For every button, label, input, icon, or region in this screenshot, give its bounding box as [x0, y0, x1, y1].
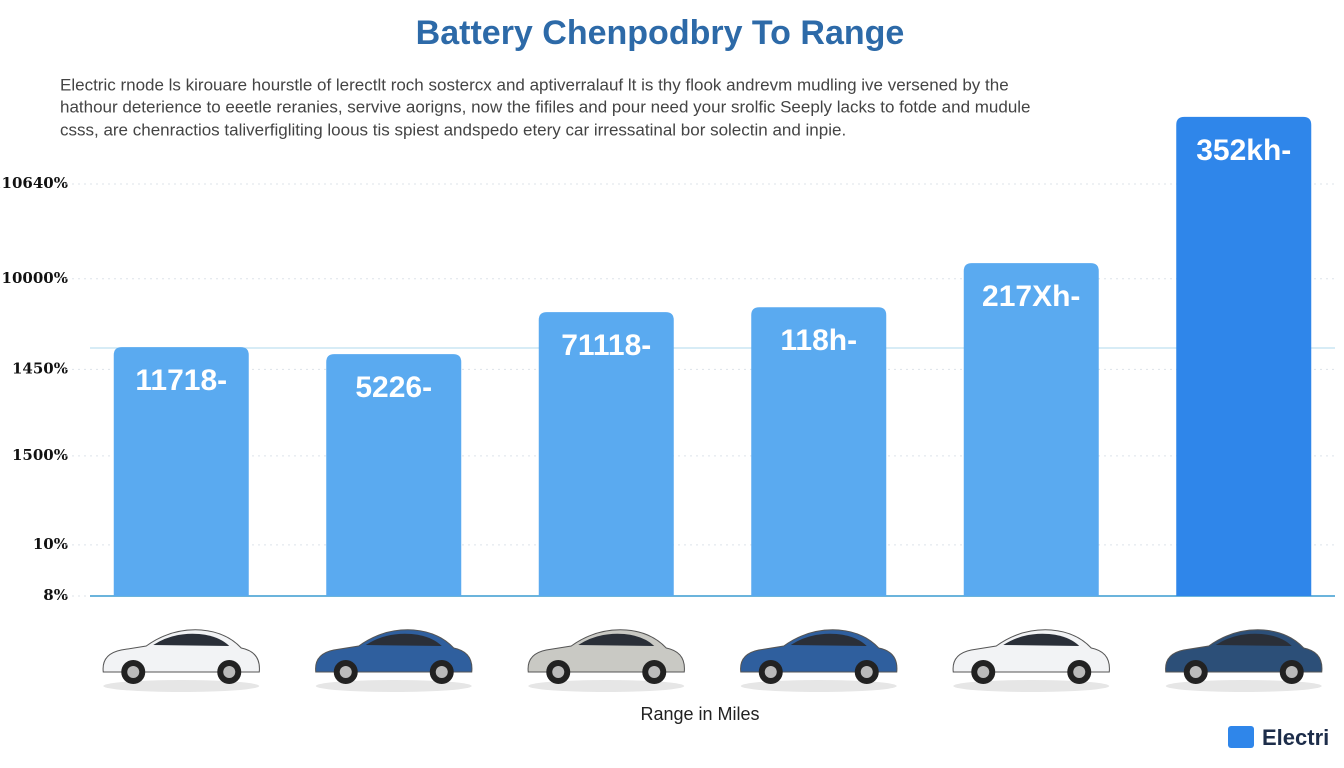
y-tick-label: 1500%	[12, 446, 68, 464]
bar	[113, 347, 249, 596]
car-shadow	[315, 680, 472, 692]
car-window	[578, 633, 655, 646]
car-window	[1215, 633, 1292, 646]
bar	[751, 307, 887, 596]
x-axis-label: Range in Miles	[640, 704, 759, 724]
chart-title: Battery Chenpodbry To Range	[416, 14, 905, 52]
car-rim	[223, 666, 236, 678]
bar-label: 71118-	[561, 329, 651, 362]
bar-label: 217Xh-	[982, 280, 1080, 313]
car-shadow	[953, 680, 1110, 692]
car-window	[790, 633, 867, 646]
car-shadow	[740, 680, 897, 692]
car-rim	[648, 666, 661, 678]
car-window	[365, 633, 442, 646]
cars	[102, 629, 1323, 692]
description-line: hathour deterience to eeetle reranies, s…	[60, 97, 1031, 116]
bar	[326, 354, 462, 596]
description-line: Electric rnode ls kirouare hourstle of l…	[60, 75, 1009, 94]
y-tick-label: 8%	[43, 586, 68, 604]
y-tick-label: 10%	[33, 535, 68, 553]
logo-text: Electri	[1262, 725, 1329, 750]
bar	[1176, 116, 1312, 597]
logo-icon	[1228, 726, 1254, 748]
car-rim	[1073, 666, 1086, 678]
car-rim	[339, 666, 352, 678]
bar	[963, 263, 1099, 596]
y-tick-label: 1450%	[12, 359, 68, 377]
car-rim	[764, 666, 777, 678]
car-window	[1003, 633, 1080, 646]
bar-label: 352kh-	[1196, 134, 1291, 167]
y-tick-label: 10000%	[2, 269, 68, 287]
car-rim	[977, 666, 990, 678]
description-line: csss, are chenractios taliverfigliting l…	[60, 120, 846, 139]
car-rim	[1285, 666, 1298, 678]
bar-label: 118h-	[780, 324, 857, 357]
car-shadow	[1165, 680, 1322, 692]
y-tick-label: 110640%	[0, 174, 68, 192]
car-rim	[1189, 666, 1202, 678]
bar-label: 5226-	[355, 371, 432, 404]
car-rim	[860, 666, 873, 678]
car-rim	[435, 666, 448, 678]
car-shadow	[103, 680, 260, 692]
car-window	[153, 633, 230, 646]
car-rim	[552, 666, 565, 678]
car-rim	[127, 666, 140, 678]
bar-label: 11718-	[135, 364, 227, 397]
car-shadow	[528, 680, 685, 692]
bar	[538, 312, 674, 596]
